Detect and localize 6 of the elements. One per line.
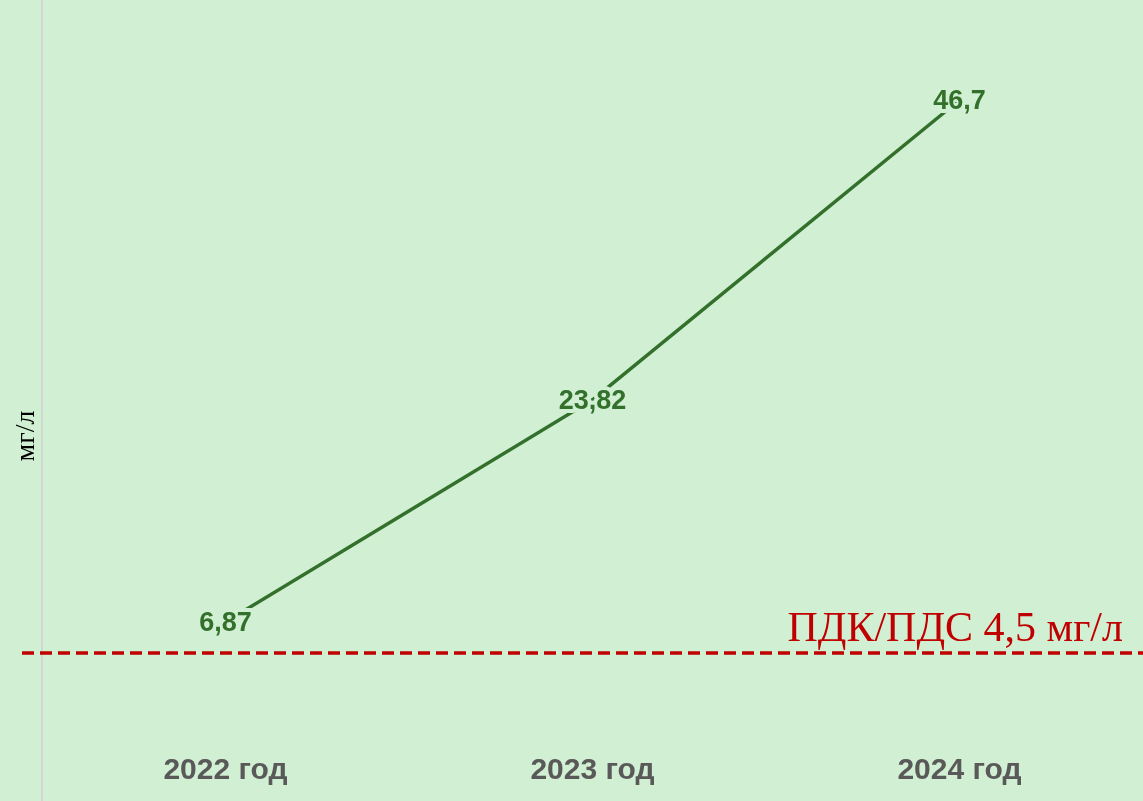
data-label: 46,7	[933, 85, 986, 116]
x-tick-label: 2023 год	[530, 751, 655, 785]
x-tick-label: 2024 год	[897, 751, 1022, 785]
y-axis-title: мг/л	[9, 410, 40, 462]
ref-line-label: ПДК/ПДС 4,5 мг/л	[787, 604, 1123, 651]
x-tick-label: 2022 год	[163, 751, 288, 785]
